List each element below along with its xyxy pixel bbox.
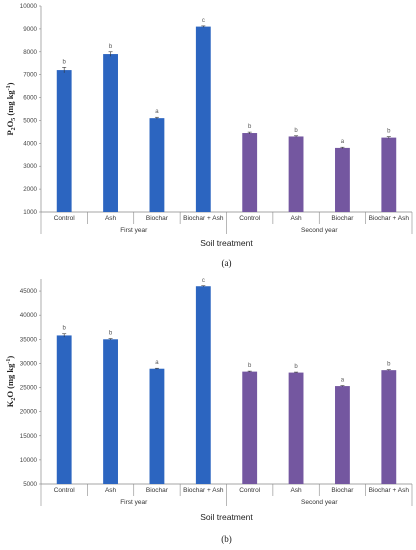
significance-label: a [341, 139, 345, 145]
x-tick-label: Control [239, 215, 261, 222]
bar [335, 386, 350, 484]
group-label: Second year [301, 499, 338, 506]
group-label: First year [120, 227, 148, 234]
y-tick-label: 6000 [23, 95, 37, 102]
x-tick-label: Control [54, 487, 76, 494]
y-tick-label: 3000 [23, 163, 37, 170]
significance-label: b [63, 326, 67, 332]
x-tick-label: Ash [105, 487, 117, 494]
bar [56, 335, 72, 484]
group-label: Second year [301, 227, 338, 234]
chart-panel-2: 5000 10000 15000 20000 25000 30000 35000 40000 4… [5, 278, 413, 544]
y-tick-label: 15000 [20, 433, 38, 440]
x-tick-label: Biochar [146, 215, 169, 222]
x-tick-label: Biochar + Ash [183, 215, 224, 222]
bar [288, 372, 304, 484]
x-axis-label: Soil treatment [200, 238, 253, 248]
y-tick-label: 30000 [20, 360, 38, 367]
x-tick-label: Biochar + Ash [369, 487, 410, 494]
y-tick-label: 2000 [23, 186, 37, 193]
bar [242, 133, 258, 212]
y-tick-label: 8000 [23, 49, 37, 56]
significance-label: b [63, 59, 67, 65]
significance-label: a [155, 109, 159, 115]
significance-label: a [341, 378, 345, 384]
significance-label: b [387, 362, 391, 368]
y-tick-label: 40000 [20, 312, 38, 319]
bar [149, 368, 165, 484]
x-tick-label: Biochar + Ash [183, 487, 224, 494]
x-tick-label: Biochar [146, 487, 169, 494]
x-tick-label: Control [54, 215, 76, 222]
y-tick-label: 25000 [20, 385, 38, 392]
x-axis-label: Soil treatment [200, 512, 253, 522]
y-tick-label: 20000 [20, 409, 38, 416]
x-tick-label: Control [239, 487, 261, 494]
x-tick-label: Biochar [331, 215, 354, 222]
bar [381, 370, 397, 484]
panel-label: (a) [222, 258, 232, 268]
bar [103, 339, 118, 484]
significance-label: a [155, 360, 159, 366]
y-tick-label: 5000 [23, 117, 37, 124]
y-tick-label: 4000 [23, 140, 37, 147]
panel-label: (b) [221, 534, 232, 544]
y-tick-label: 9000 [23, 26, 37, 33]
significance-label: c [202, 278, 205, 284]
significance-label: b [294, 364, 298, 370]
bar [195, 26, 211, 212]
y-tick-label: 1000 [23, 209, 37, 216]
x-tick-label: Biochar + Ash [369, 215, 410, 222]
x-tick-label: Ash [290, 215, 302, 222]
y-tick-label: 5000 [23, 481, 37, 488]
x-tick-label: Ash [290, 487, 302, 494]
x-tick-label: Biochar [331, 487, 354, 494]
significance-label: b [109, 44, 113, 50]
significance-label: c [202, 18, 205, 24]
significance-label: b [248, 363, 252, 369]
significance-label: b [109, 331, 113, 337]
x-tick-label: Ash [105, 215, 117, 222]
bar [149, 118, 165, 212]
y-axis-label: P2O5 (mg kg-1) [5, 82, 17, 135]
bar [103, 54, 118, 212]
bar [242, 371, 258, 484]
bar [381, 137, 397, 212]
significance-label: b [294, 128, 298, 134]
significance-label: b [248, 124, 252, 130]
bar [335, 147, 350, 212]
significance-label: b [387, 129, 391, 135]
group-label: First year [120, 499, 148, 506]
y-tick-label: 10000 [20, 3, 38, 10]
bar [56, 70, 72, 212]
y-tick-label: 45000 [20, 288, 38, 295]
y-tick-label: 10000 [20, 457, 38, 464]
y-tick-label: 35000 [20, 336, 38, 343]
y-tick-label: 7000 [23, 72, 37, 79]
bar [288, 136, 304, 212]
bar [195, 286, 211, 484]
chart-panel-1: 1000 2000 3000 4000 5000 6000 7000 8000 9000 1000… [5, 3, 413, 268]
y-axis-label: K2O (mg kg-1) [5, 356, 17, 408]
